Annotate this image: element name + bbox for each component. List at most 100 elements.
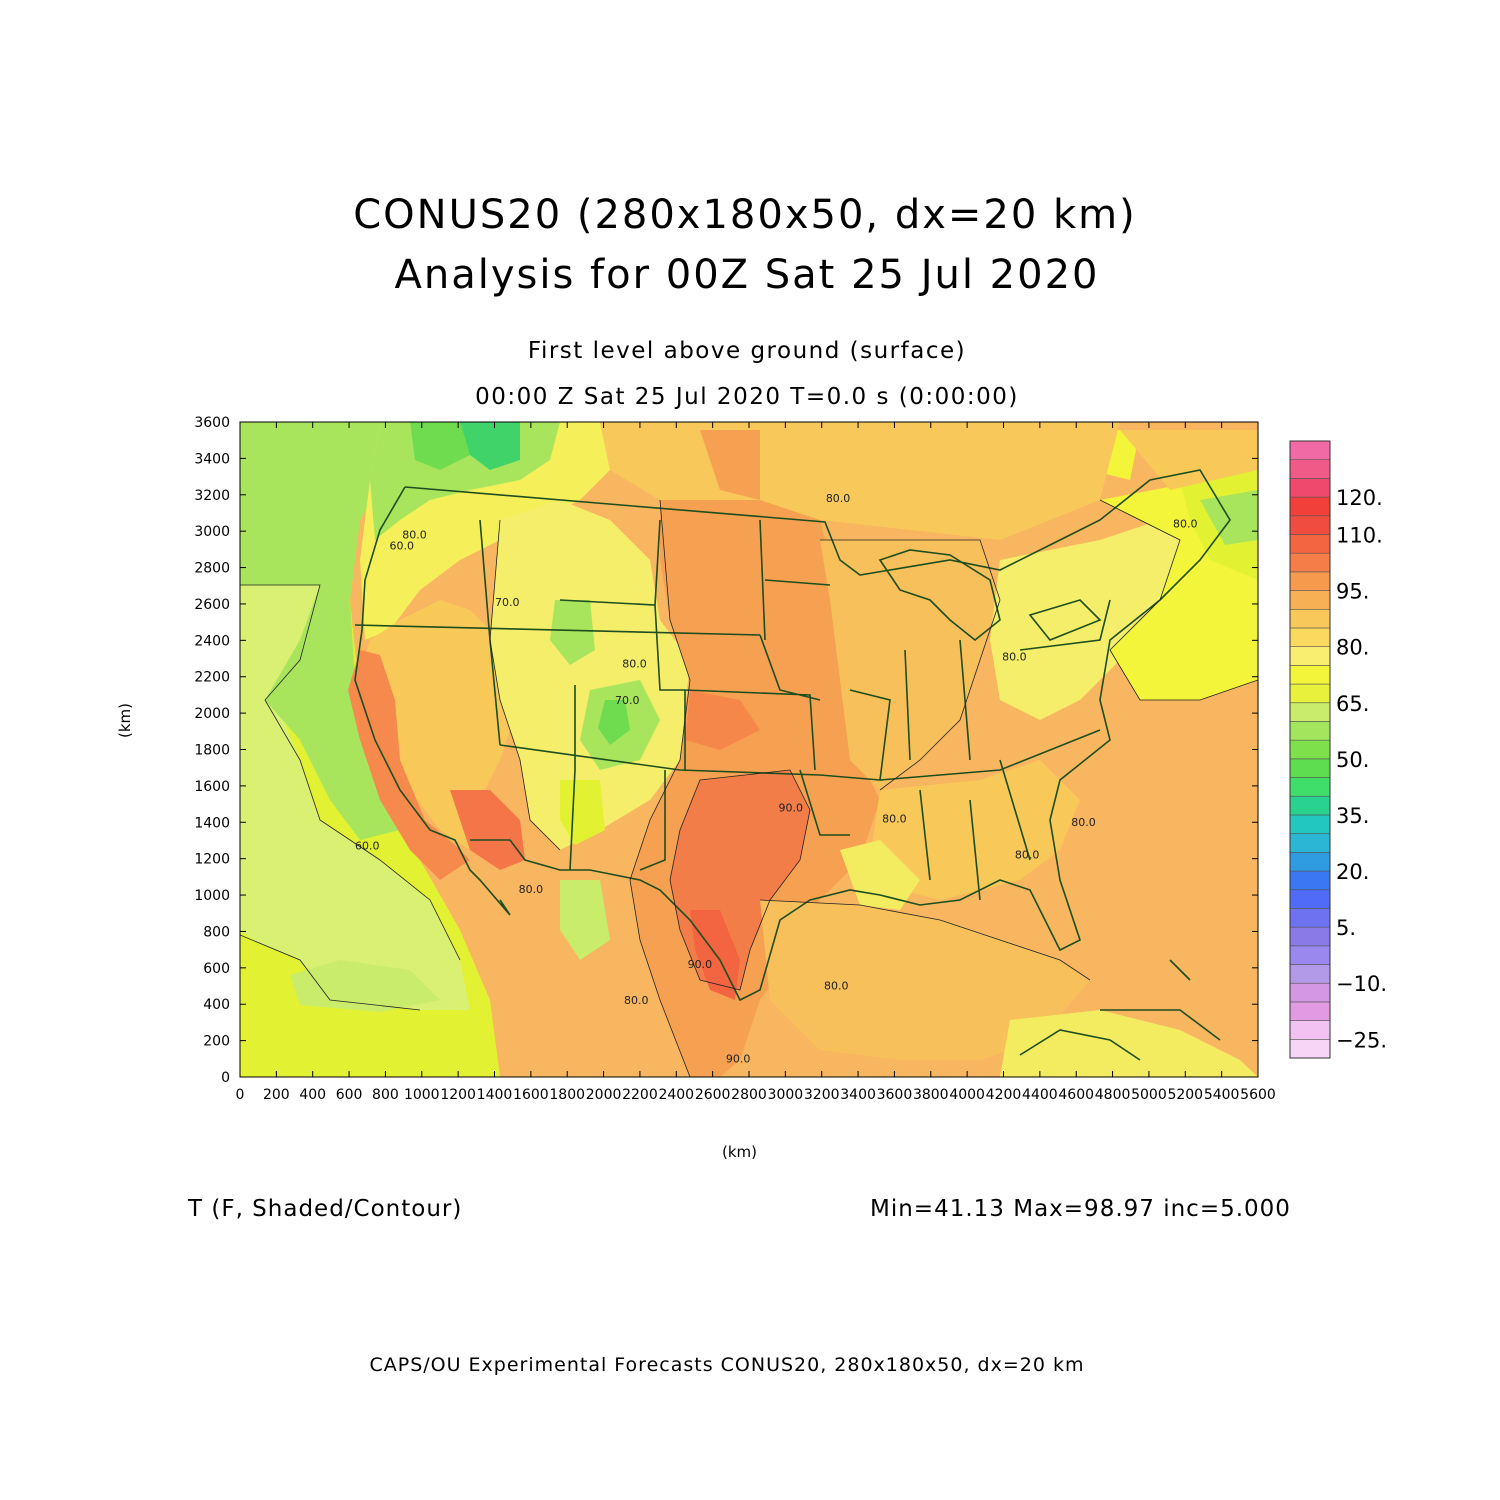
x-tick-label: 3200 bbox=[804, 1087, 840, 1103]
contour-65-south bbox=[240, 934, 421, 1011]
colorbar-swatch bbox=[1289, 1001, 1331, 1021]
x-tick-label: 4200 bbox=[986, 1087, 1022, 1103]
colorbar-label: −10. bbox=[1336, 972, 1387, 996]
colorbar-swatch bbox=[1289, 982, 1331, 1003]
x-tick-label: 600 bbox=[336, 1087, 363, 1103]
contour-label: 80.0 bbox=[826, 492, 851, 505]
y-axis-unit-label: (km) bbox=[116, 702, 134, 738]
colorbar-label: 65. bbox=[1336, 692, 1369, 716]
colorbar-swatch bbox=[1289, 1039, 1331, 1059]
contour-label: 90.0 bbox=[688, 958, 713, 971]
contour-label: 80.0 bbox=[1002, 650, 1027, 663]
contour-85-plains bbox=[629, 499, 691, 1077]
colorbar-swatch bbox=[1289, 833, 1331, 853]
y-tick-label: 3000 bbox=[194, 524, 230, 540]
y-tick-label: 0 bbox=[221, 1070, 230, 1086]
contour-label: 60.0 bbox=[390, 539, 415, 552]
field-kansas-90 bbox=[685, 690, 760, 750]
colorbar: 120. 110. 95. 80. 65. 50. 35. 20. 5. −10. −25. bbox=[1289, 440, 1387, 1059]
contour-label: 80.0 bbox=[882, 812, 907, 825]
colorbar-swatch bbox=[1289, 945, 1331, 965]
field-canada-85 bbox=[700, 430, 760, 500]
x-tick-label: 5000 bbox=[1131, 1087, 1167, 1103]
y-tick-label: 2600 bbox=[194, 597, 230, 613]
x-tick-label: 2400 bbox=[658, 1087, 694, 1103]
x-tick-label: 3800 bbox=[913, 1087, 949, 1103]
field-mexico-highland bbox=[560, 880, 610, 960]
field-southeast-80 bbox=[870, 760, 1080, 900]
field-midwest-80 bbox=[820, 540, 1000, 790]
colorbar-swatch bbox=[1289, 777, 1331, 797]
colorbar-swatch bbox=[1289, 721, 1331, 741]
x-tick-label: 1200 bbox=[440, 1087, 476, 1103]
y-tick-label: 600 bbox=[203, 961, 230, 977]
y-tick-label: 200 bbox=[203, 1034, 230, 1050]
title-analysis-time: Analysis for 00Z Sat 25 Jul 2020 bbox=[394, 252, 1100, 298]
contour-label: 70.0 bbox=[615, 694, 640, 707]
y-tick-label: 2400 bbox=[194, 633, 230, 649]
y-tick-label: 2000 bbox=[194, 706, 230, 722]
colorbar-swatch bbox=[1289, 459, 1331, 479]
field-great-basin bbox=[355, 600, 520, 850]
contour-label: 80.0 bbox=[624, 994, 649, 1007]
y-tick-label: 800 bbox=[203, 924, 230, 940]
colorbar-swatch bbox=[1289, 608, 1331, 629]
field-south-texas-95 bbox=[690, 910, 740, 1000]
x-axis-unit-label: (km) bbox=[722, 1143, 758, 1161]
x-tick-label: 4600 bbox=[1058, 1087, 1094, 1103]
x-tick-label: 5200 bbox=[1167, 1087, 1203, 1103]
field-bc-45 bbox=[460, 422, 520, 470]
x-tick-label: 5400 bbox=[1204, 1087, 1240, 1103]
y-tick-label: 1800 bbox=[194, 743, 230, 759]
contour-label: 70.0 bbox=[495, 596, 520, 609]
colorbar-label: 110. bbox=[1336, 523, 1383, 547]
colorbar-label: 5. bbox=[1336, 916, 1356, 940]
y-tick-label: 1600 bbox=[194, 779, 230, 795]
x-tick-label: 2000 bbox=[586, 1087, 622, 1103]
contour-label: 80.0 bbox=[402, 528, 427, 541]
field-rockies-70 bbox=[490, 500, 690, 850]
x-tick-label: 4400 bbox=[1022, 1087, 1058, 1103]
footer-credit: CAPS/OU Experimental Forecasts CONUS20, … bbox=[369, 1354, 1085, 1376]
field-baja-offshore bbox=[290, 960, 440, 1012]
x-tick-label: 3600 bbox=[877, 1087, 913, 1103]
colorbar-swatch bbox=[1289, 646, 1331, 666]
field-colorado-cold-core bbox=[598, 700, 630, 745]
contour-label: 80.0 bbox=[824, 980, 849, 993]
x-tick-label: 5600 bbox=[1240, 1087, 1276, 1103]
colorbar-swatch bbox=[1289, 758, 1331, 778]
shaded-field bbox=[240, 422, 1258, 1077]
field-pacific-patch bbox=[240, 750, 262, 810]
contour-label: 90.0 bbox=[726, 1052, 751, 1065]
contour-80-midwest bbox=[820, 539, 1001, 791]
contour-label: 80.0 bbox=[1071, 816, 1096, 829]
colorbar-swatch bbox=[1289, 571, 1331, 591]
contour-label: 60.0 bbox=[355, 840, 380, 853]
x-tick-label: 1600 bbox=[513, 1087, 549, 1103]
x-tick-label: 400 bbox=[299, 1087, 326, 1103]
y-tick-label: 3600 bbox=[194, 415, 230, 431]
contour-75-rockies bbox=[489, 519, 561, 851]
x-tick-label: 3400 bbox=[840, 1087, 876, 1103]
y-axis: 0 200 400 600 800 1000 1200 1400 1600 1800 2000 220… bbox=[194, 415, 1258, 1086]
colorbar-label: 120. bbox=[1336, 486, 1383, 510]
field-california-valley bbox=[348, 650, 470, 880]
colorbar-swatch bbox=[1289, 683, 1331, 704]
x-axis: 0 200 400 600 800 1000 1200 1400 1600 1800 2000 220… bbox=[236, 422, 1276, 1103]
y-tick-label: 3200 bbox=[194, 488, 230, 504]
field-wyoming-cool bbox=[550, 600, 595, 665]
y-tick-label: 400 bbox=[203, 997, 230, 1013]
colorbar-swatch bbox=[1289, 440, 1331, 460]
y-tick-label: 2800 bbox=[194, 561, 230, 577]
colorbar-swatch bbox=[1289, 870, 1331, 891]
field-pacific-55 bbox=[240, 422, 420, 840]
caribbean-islands-outline bbox=[1019, 959, 1221, 1061]
field-caribbean bbox=[1000, 1010, 1258, 1077]
contour-75-northeast bbox=[1099, 499, 1258, 701]
contour-label: 80.0 bbox=[622, 658, 647, 671]
x-tick-label: 2200 bbox=[622, 1087, 658, 1103]
x-tick-label: 3000 bbox=[768, 1087, 804, 1103]
subtitle-level: First level above ground (surface) bbox=[527, 338, 967, 364]
x-tick-label: 2600 bbox=[695, 1087, 731, 1103]
